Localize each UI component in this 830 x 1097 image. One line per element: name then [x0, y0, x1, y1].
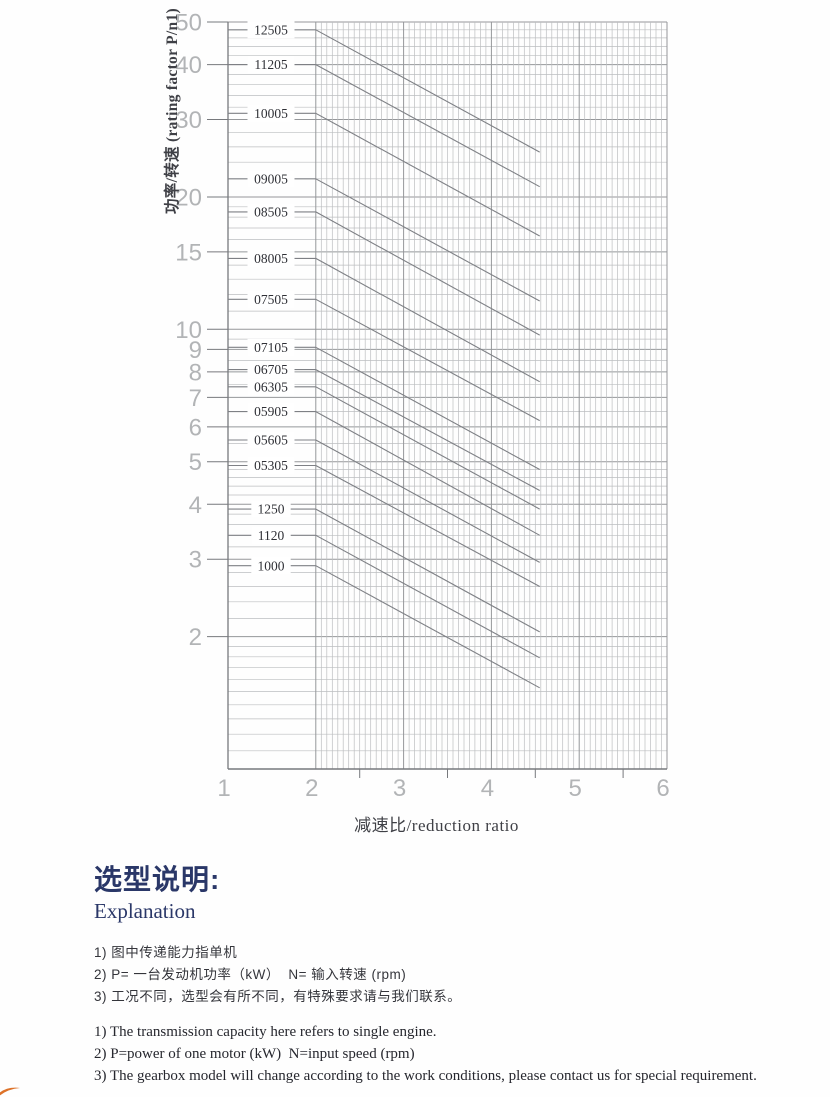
svg-text:15: 15 — [175, 239, 202, 266]
svg-text:05605: 05605 — [254, 433, 288, 448]
notes-en: 1) The transmission capacity here refers… — [94, 1021, 794, 1087]
svg-text:3: 3 — [189, 547, 202, 574]
svg-text:08005: 08005 — [254, 251, 288, 266]
svg-text:2: 2 — [189, 624, 202, 651]
explanation-section: 选型说明: Explanation 1) 图中传递能力指单机 2) P= 一台发… — [94, 858, 794, 1087]
x-axis-labels: 1 2 3 4 5 6 — [217, 769, 670, 802]
svg-text:20: 20 — [175, 185, 202, 212]
svg-text:4: 4 — [189, 492, 202, 519]
note-line: 1) The transmission capacity here refers… — [94, 1024, 437, 1040]
svg-text:8: 8 — [189, 359, 202, 386]
svg-text:6: 6 — [656, 775, 669, 802]
svg-text:功率/转速 (rating factor P/n1): 功率/转速 (rating factor P/n1) — [162, 8, 181, 214]
note-line: 2) P=power of one motor (kW) N=input spe… — [94, 1046, 415, 1062]
note-line: 3) The gearbox model will change accordi… — [94, 1068, 757, 1084]
svg-text:30: 30 — [175, 107, 202, 134]
svg-text:07505: 07505 — [254, 292, 288, 307]
svg-text:10: 10 — [175, 317, 202, 344]
svg-text:09005: 09005 — [254, 171, 288, 186]
svg-text:1120: 1120 — [258, 528, 285, 543]
svg-text:3: 3 — [393, 775, 406, 802]
svg-text:1000: 1000 — [258, 558, 285, 573]
svg-text:6: 6 — [189, 414, 202, 441]
svg-text:1: 1 — [217, 775, 230, 802]
svg-text:1250: 1250 — [258, 502, 285, 517]
svg-text:7: 7 — [189, 385, 202, 412]
svg-text:05305: 05305 — [254, 458, 288, 473]
note-line: 3) 工况不同，选型会有所不同，有特殊要求请与我们联系。 — [94, 989, 462, 1004]
svg-text:5: 5 — [189, 449, 202, 476]
svg-text:2: 2 — [305, 775, 318, 802]
svg-text:06305: 06305 — [254, 379, 288, 394]
axis-titles: 减速比/reduction ratio 功率/转速 (rating factor … — [162, 8, 519, 835]
accent-swoosh-icon — [0, 1087, 20, 1096]
swoosh-shape — [0, 1087, 20, 1096]
heading-en: Explanation — [94, 899, 196, 923]
svg-text:08505: 08505 — [254, 205, 288, 220]
svg-text:4: 4 — [481, 775, 494, 802]
heading-cn: 选型说明: — [94, 864, 221, 895]
svg-text:减速比/reduction ratio: 减速比/reduction ratio — [354, 816, 519, 835]
note-line: 2) P= 一台发动机功率（kW） N= 输入转速 (rpm) — [94, 967, 407, 982]
note-line: 1) 图中传递能力指单机 — [94, 945, 238, 960]
svg-text:05905: 05905 — [254, 404, 288, 419]
svg-text:40: 40 — [175, 52, 202, 79]
svg-text:10005: 10005 — [254, 106, 288, 121]
svg-text:9: 9 — [189, 337, 202, 364]
svg-text:06705: 06705 — [254, 362, 288, 377]
svg-text:5: 5 — [569, 775, 582, 802]
notes-cn: 1) 图中传递能力指单机 2) P= 一台发动机功率（kW） N= 输入转速 (… — [94, 942, 794, 1008]
chart-area: 50 40 30 20 15 10 9 8 7 6 5 4 3 2 1 2 3 4 5 6 12505 11205 1000… — [162, 8, 670, 835]
svg-text:50: 50 — [175, 10, 202, 37]
series-layer: 12505 11205 10005 09005 08505 08005 07505 07105… — [228, 21, 540, 689]
svg-text:07105: 07105 — [254, 340, 288, 355]
svg-text:11205: 11205 — [254, 57, 287, 72]
svg-text:12505: 12505 — [254, 22, 288, 37]
grid-vertical-layer — [315, 22, 668, 769]
